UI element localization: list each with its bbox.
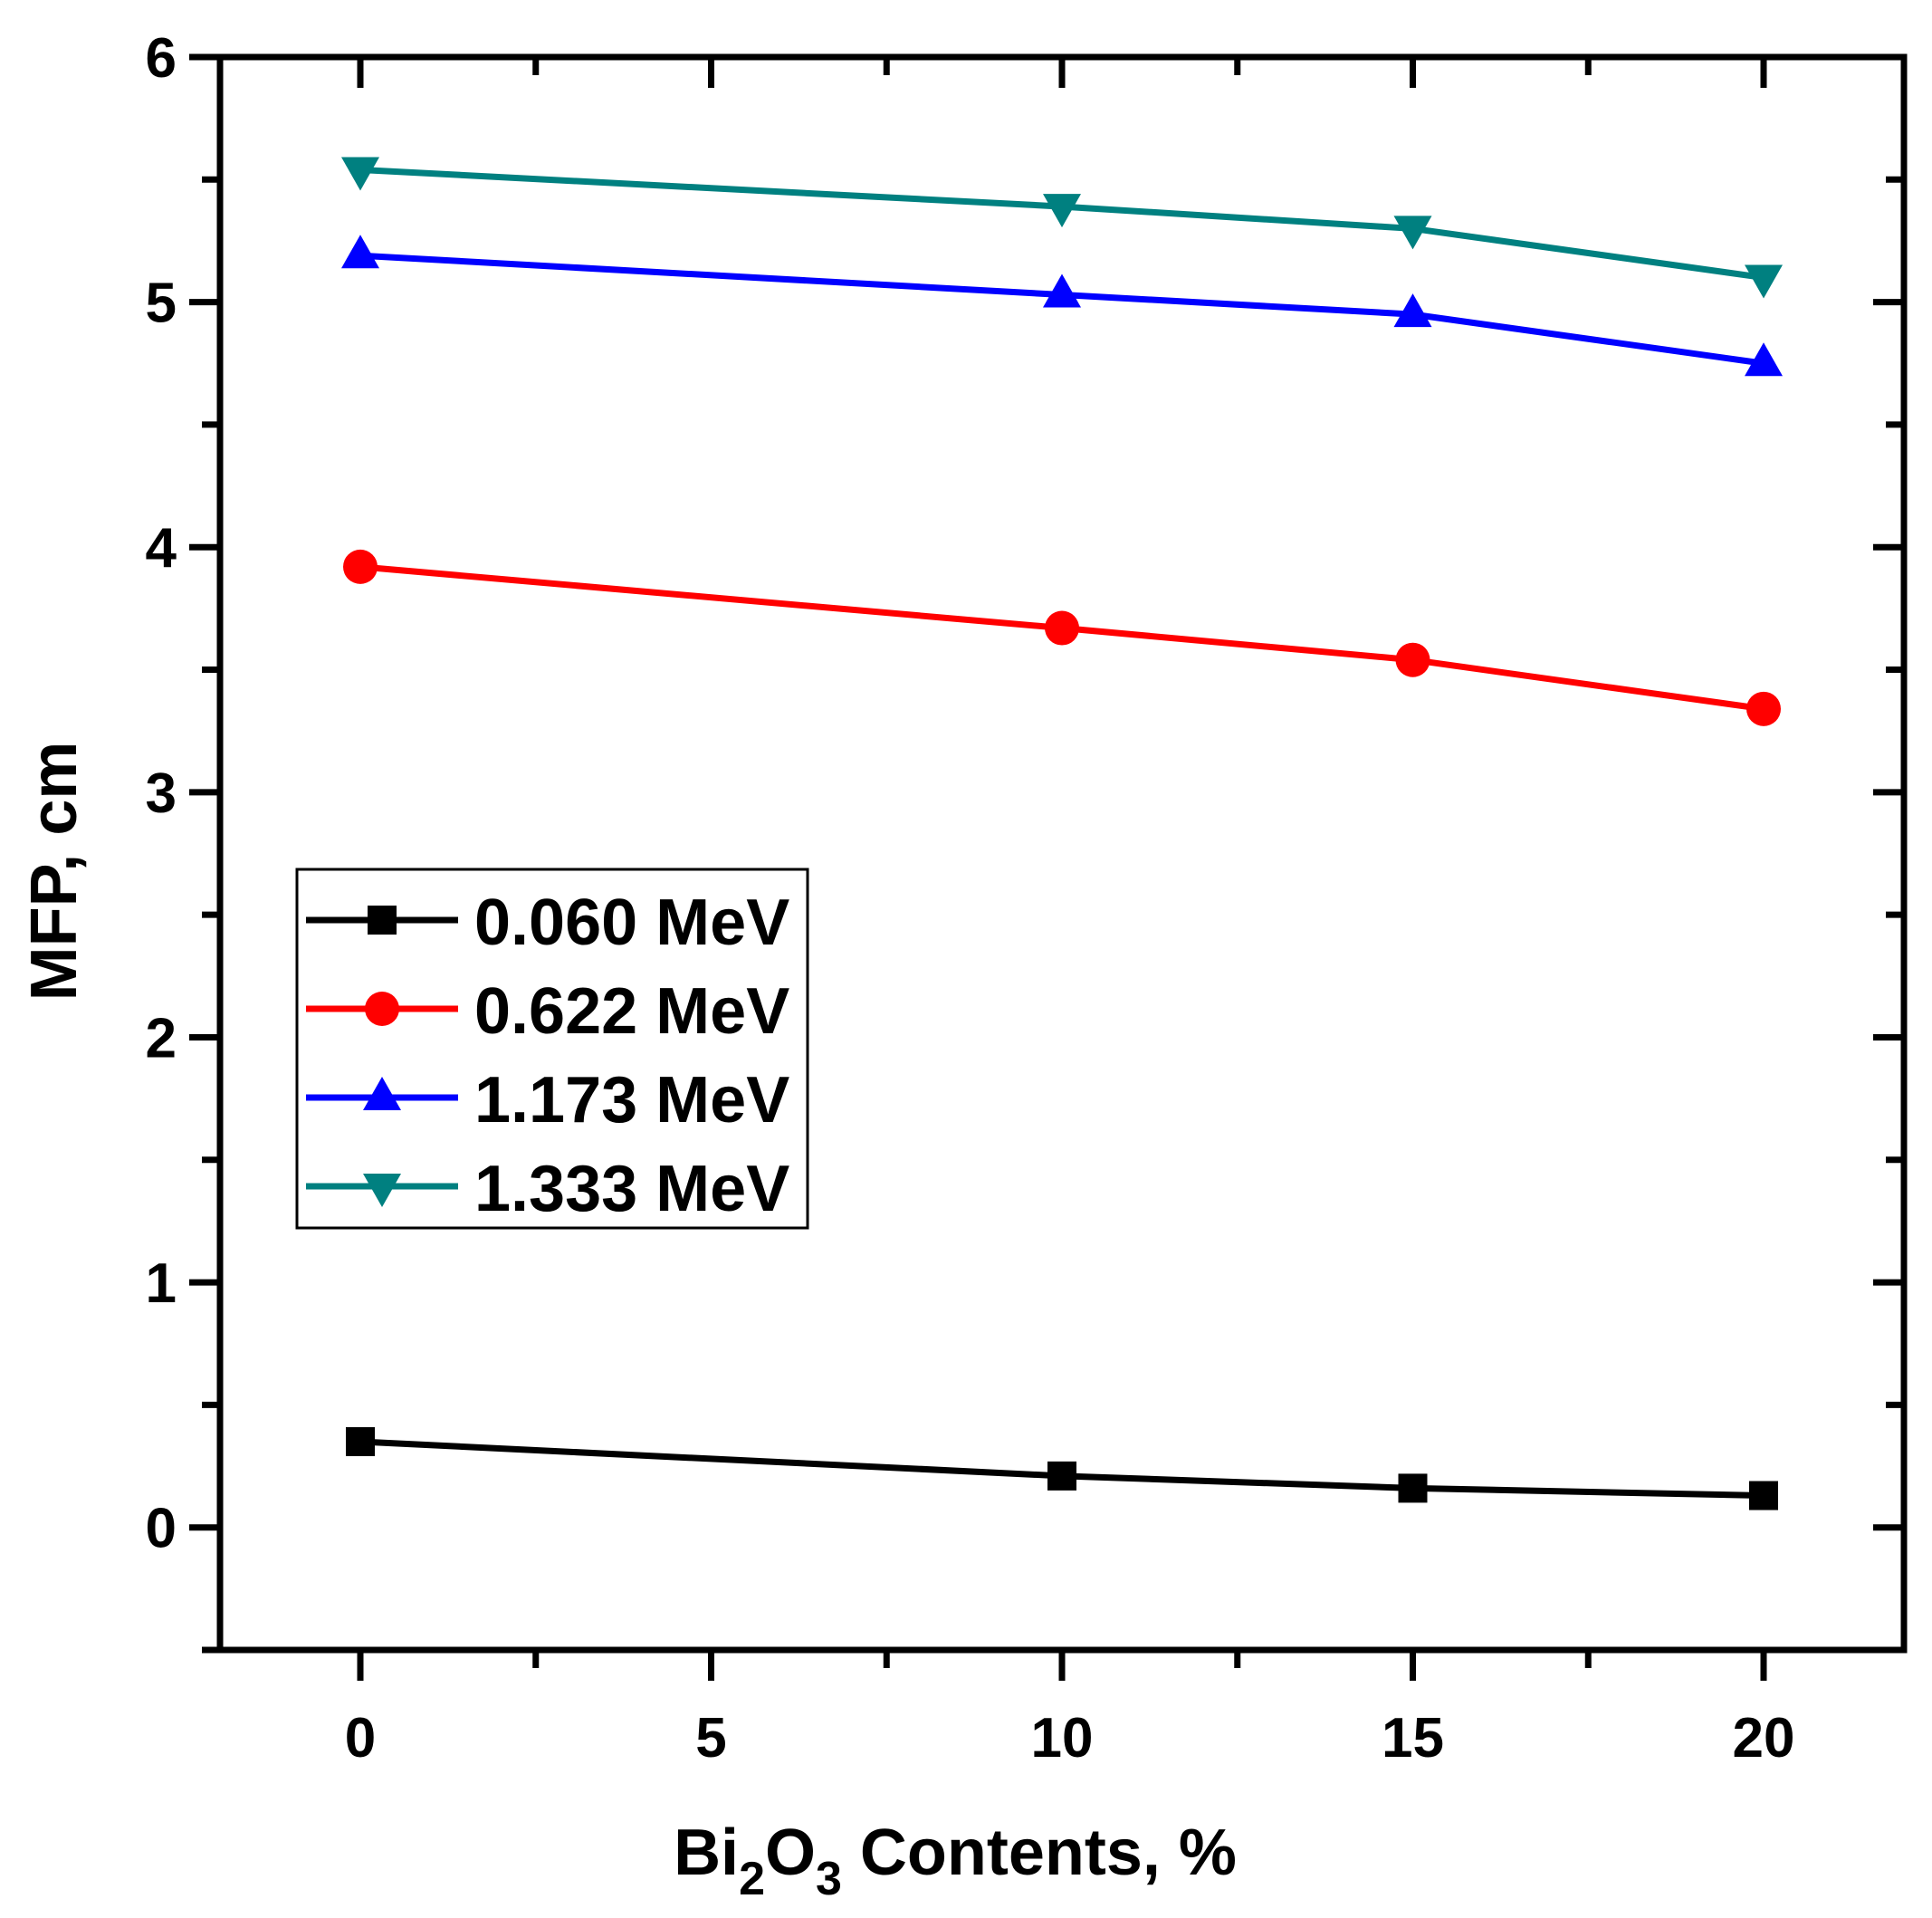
series-2	[341, 235, 1783, 377]
legend-label: 0.622 MeV	[474, 975, 789, 1048]
x-label-suffix: Contents, %	[842, 1817, 1237, 1889]
y-tick-label: 5	[146, 273, 177, 335]
x-tick-label: 20	[1733, 1707, 1795, 1769]
plot-frame	[216, 53, 1908, 1654]
series-3	[341, 157, 1783, 299]
series-line	[359, 166, 1765, 282]
y-tick-label: 1	[146, 1252, 177, 1315]
data-point	[341, 157, 379, 191]
legend-marker	[363, 1077, 401, 1110]
x-tick-label: 15	[1382, 1707, 1444, 1769]
x-axis-label: Bi2O3 Contents, %	[674, 1817, 1237, 1905]
data-point	[1393, 293, 1432, 328]
data-point	[1047, 1461, 1076, 1491]
legend: 0.060 MeV 0.622 MeV 1.173 MeV 1.333 MeV	[295, 868, 809, 1230]
legend-marker	[365, 992, 399, 1026]
data-point	[341, 235, 379, 269]
x-tick-label: 10	[1031, 1707, 1094, 1769]
y-tick-label: 6	[146, 27, 177, 90]
legend-item: 1.333 MeV	[306, 1153, 789, 1225]
data-point	[1398, 1473, 1428, 1503]
legend-label: 1.333 MeV	[474, 1153, 789, 1225]
x-label-mid: O	[765, 1817, 816, 1889]
tick-labels: 0 5 10 15 20 0 1 2 3 4 5 6	[146, 27, 1795, 1769]
data-point	[1043, 273, 1081, 308]
data-point	[1745, 264, 1783, 299]
x-tick-label: 0	[345, 1707, 376, 1769]
legend-items: 0.060 MeV 0.622 MeV 1.173 MeV 1.333 MeV	[306, 887, 789, 1225]
x-label-sub-1: 2	[739, 1853, 765, 1905]
data-point	[1395, 642, 1430, 677]
y-tick-label: 3	[146, 762, 177, 825]
y-tick-label: 4	[146, 517, 177, 580]
x-tick-label: 5	[695, 1707, 726, 1769]
y-axis-label: MFP, cm	[18, 742, 91, 1002]
series-group	[341, 157, 1783, 1510]
series-line	[359, 563, 1765, 713]
legend-marker	[368, 906, 397, 935]
data-point	[343, 549, 378, 584]
legend-item: 0.060 MeV	[306, 887, 789, 959]
legend-label: 0.060 MeV	[474, 887, 789, 959]
data-point	[1045, 610, 1079, 646]
legend-marker	[363, 1174, 401, 1207]
y-tick-label: 0	[146, 1498, 177, 1560]
series-line	[359, 1438, 1765, 1500]
data-point	[1746, 691, 1781, 726]
data-point	[1393, 216, 1432, 250]
legend-item: 1.173 MeV	[306, 1064, 789, 1136]
data-point	[1043, 194, 1081, 228]
x-label-prefix: Bi	[674, 1817, 739, 1889]
series-0	[346, 1426, 1778, 1510]
y-tick-label: 2	[146, 1007, 177, 1069]
data-point	[1745, 342, 1783, 377]
x-label-sub-2: 3	[816, 1853, 842, 1905]
series-line	[359, 252, 1765, 367]
data-point	[1749, 1481, 1778, 1510]
legend-label: 1.173 MeV	[474, 1064, 789, 1136]
legend-item: 0.622 MeV	[306, 975, 789, 1048]
data-point	[346, 1426, 375, 1456]
series-1	[343, 549, 1781, 726]
